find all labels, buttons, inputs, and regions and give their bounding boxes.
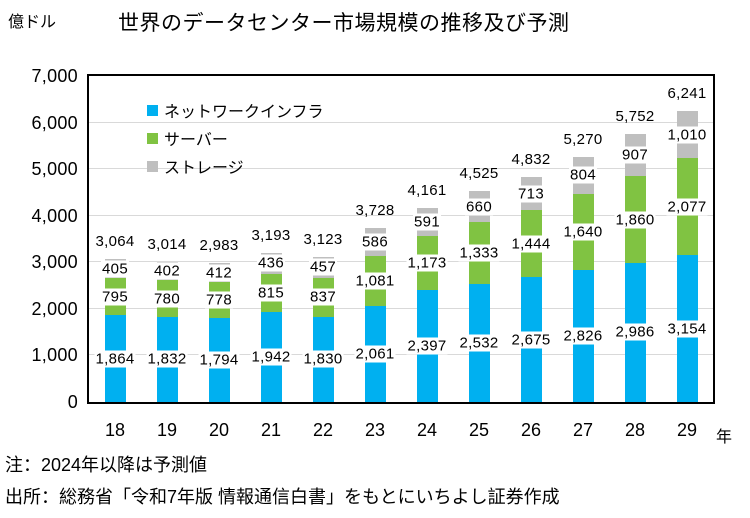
y-axis-tick-label: 0	[67, 392, 78, 412]
gridline	[89, 261, 713, 263]
y-axis-tick-label: 1,000	[31, 345, 78, 366]
total-value-label: 5,270	[563, 130, 603, 148]
segment-value-label: 1,794	[198, 351, 240, 369]
y-axis-tick-label: 6,000	[31, 112, 78, 133]
y-axis-tick-label: 7,000	[31, 66, 78, 86]
segment-value-label: 2,061	[354, 345, 396, 363]
segment-value-label: 2,986	[614, 323, 656, 341]
gridline	[89, 354, 713, 356]
x-axis-tick-label: 22	[312, 420, 334, 440]
segment-value-label: 2,397	[406, 337, 448, 355]
segment-value-label: 402	[153, 262, 181, 280]
segment-value-label: 778	[205, 291, 233, 309]
segment-value-label: 405	[101, 260, 129, 278]
segment-value-label: 1,860	[614, 211, 656, 229]
footnote: 注：2024年以降は予測値	[5, 455, 208, 475]
total-value-label: 2,983	[199, 237, 239, 255]
segment-value-label: 907	[621, 146, 649, 164]
segment-value-label: 837	[309, 288, 337, 306]
gridline	[89, 121, 713, 123]
segment-value-label: 1,830	[302, 350, 344, 368]
x-axis-tick-label: 28	[624, 420, 646, 440]
segment-value-label: 1,333	[458, 244, 500, 262]
x-axis-tick-label: 21	[260, 420, 282, 440]
total-value-label: 3,728	[355, 202, 395, 220]
segment-value-label: 2,826	[562, 327, 604, 345]
segment-value-label: 804	[569, 166, 597, 184]
x-axis-tick-label: 24	[416, 420, 438, 440]
x-axis-tick-label: 29	[676, 420, 698, 440]
segment-value-label: 586	[361, 233, 389, 251]
total-value-label: 4,832	[511, 150, 551, 168]
legend-marker-icon	[147, 132, 158, 144]
plot-canvas: 1,864 795 405 3,064 1,832 780 402 3,014 1,794 778…	[89, 76, 713, 402]
segment-value-label: 713	[517, 185, 545, 203]
segment-value-label: 780	[153, 290, 181, 308]
segment-value-label: 1,832	[146, 350, 188, 368]
chart-title: 世界のデータセンター市場規模の推移及び予測	[118, 12, 570, 35]
segment-value-label: 2,532	[458, 334, 500, 352]
segment-value-label: 2,077	[666, 198, 708, 216]
x-axis-tick-label: 26	[520, 420, 542, 440]
legend-item-network-infra: ネットワークインフラ	[147, 96, 324, 124]
legend-label: ストレージ	[164, 160, 244, 177]
segment-value-label: 1,081	[354, 272, 396, 290]
segment-value-label: 795	[101, 288, 129, 306]
legend-marker-icon	[147, 160, 158, 172]
total-value-label: 4,525	[459, 165, 499, 183]
total-value-label: 3,014	[147, 235, 187, 253]
y-axis-tick-label: 3,000	[31, 252, 78, 273]
x-axis-tick-label: 25	[468, 420, 490, 440]
segment-value-label: 660	[465, 198, 493, 216]
y-axis-unit-label: 億ドル	[8, 14, 57, 31]
chart-legend: ネットワークインフラ サーバーストレージ	[147, 96, 324, 180]
segment-value-label: 1,173	[406, 254, 448, 272]
gridline	[89, 307, 713, 309]
segment-value-label: 815	[257, 284, 285, 302]
x-axis-tick-label: 23	[364, 420, 386, 440]
legend-item-server: サーバー	[147, 124, 324, 152]
segment-value-label: 1,942	[250, 348, 292, 366]
total-value-label: 3,193	[251, 227, 291, 245]
total-value-label: 5,752	[615, 108, 655, 126]
source-note: 出所：総務省「令和7年版 情報通信白書」をもとにいちよし証券作成	[5, 487, 560, 507]
segment-value-label: 1,864	[94, 350, 136, 368]
gridline	[89, 168, 713, 170]
x-axis-tick-label: 27	[572, 420, 594, 440]
total-value-label: 3,123	[303, 230, 343, 248]
segment-value-label: 436	[257, 254, 285, 272]
segment-value-label: 457	[309, 258, 337, 276]
x-axis-tick-label: 19	[156, 420, 178, 440]
segment-value-label: 412	[205, 264, 233, 282]
gridline	[89, 214, 713, 216]
legend-marker-icon	[147, 104, 158, 116]
x-axis-tick-label: 18	[104, 420, 126, 440]
total-value-label: 3,064	[95, 233, 135, 251]
segment-value-label: 591	[413, 213, 441, 231]
segment-value-label: 1,444	[510, 235, 552, 253]
y-axis-tick-label: 2,000	[31, 298, 78, 319]
total-value-label: 4,161	[407, 182, 447, 200]
y-axis-tick-label: 4,000	[31, 205, 78, 226]
segment-value-label: 2,675	[510, 331, 552, 349]
plot-area: 1,864 795 405 3,064 1,832 780 402 3,014 1,794 778…	[87, 74, 715, 404]
legend-label: ネットワークインフラ	[164, 104, 324, 121]
y-axis-tick-label: 5,000	[31, 159, 78, 180]
legend-item-storage: ストレージ	[147, 152, 324, 180]
x-axis-tick-label: 20	[208, 420, 230, 440]
legend-label: サーバー	[164, 132, 228, 149]
total-value-label: 6,241	[667, 85, 707, 103]
segment-value-label: 3,154	[666, 320, 708, 338]
segment-value-label: 1,010	[666, 126, 708, 144]
segment-value-label: 1,640	[562, 223, 604, 241]
x-axis-unit-label: 年	[716, 429, 733, 446]
